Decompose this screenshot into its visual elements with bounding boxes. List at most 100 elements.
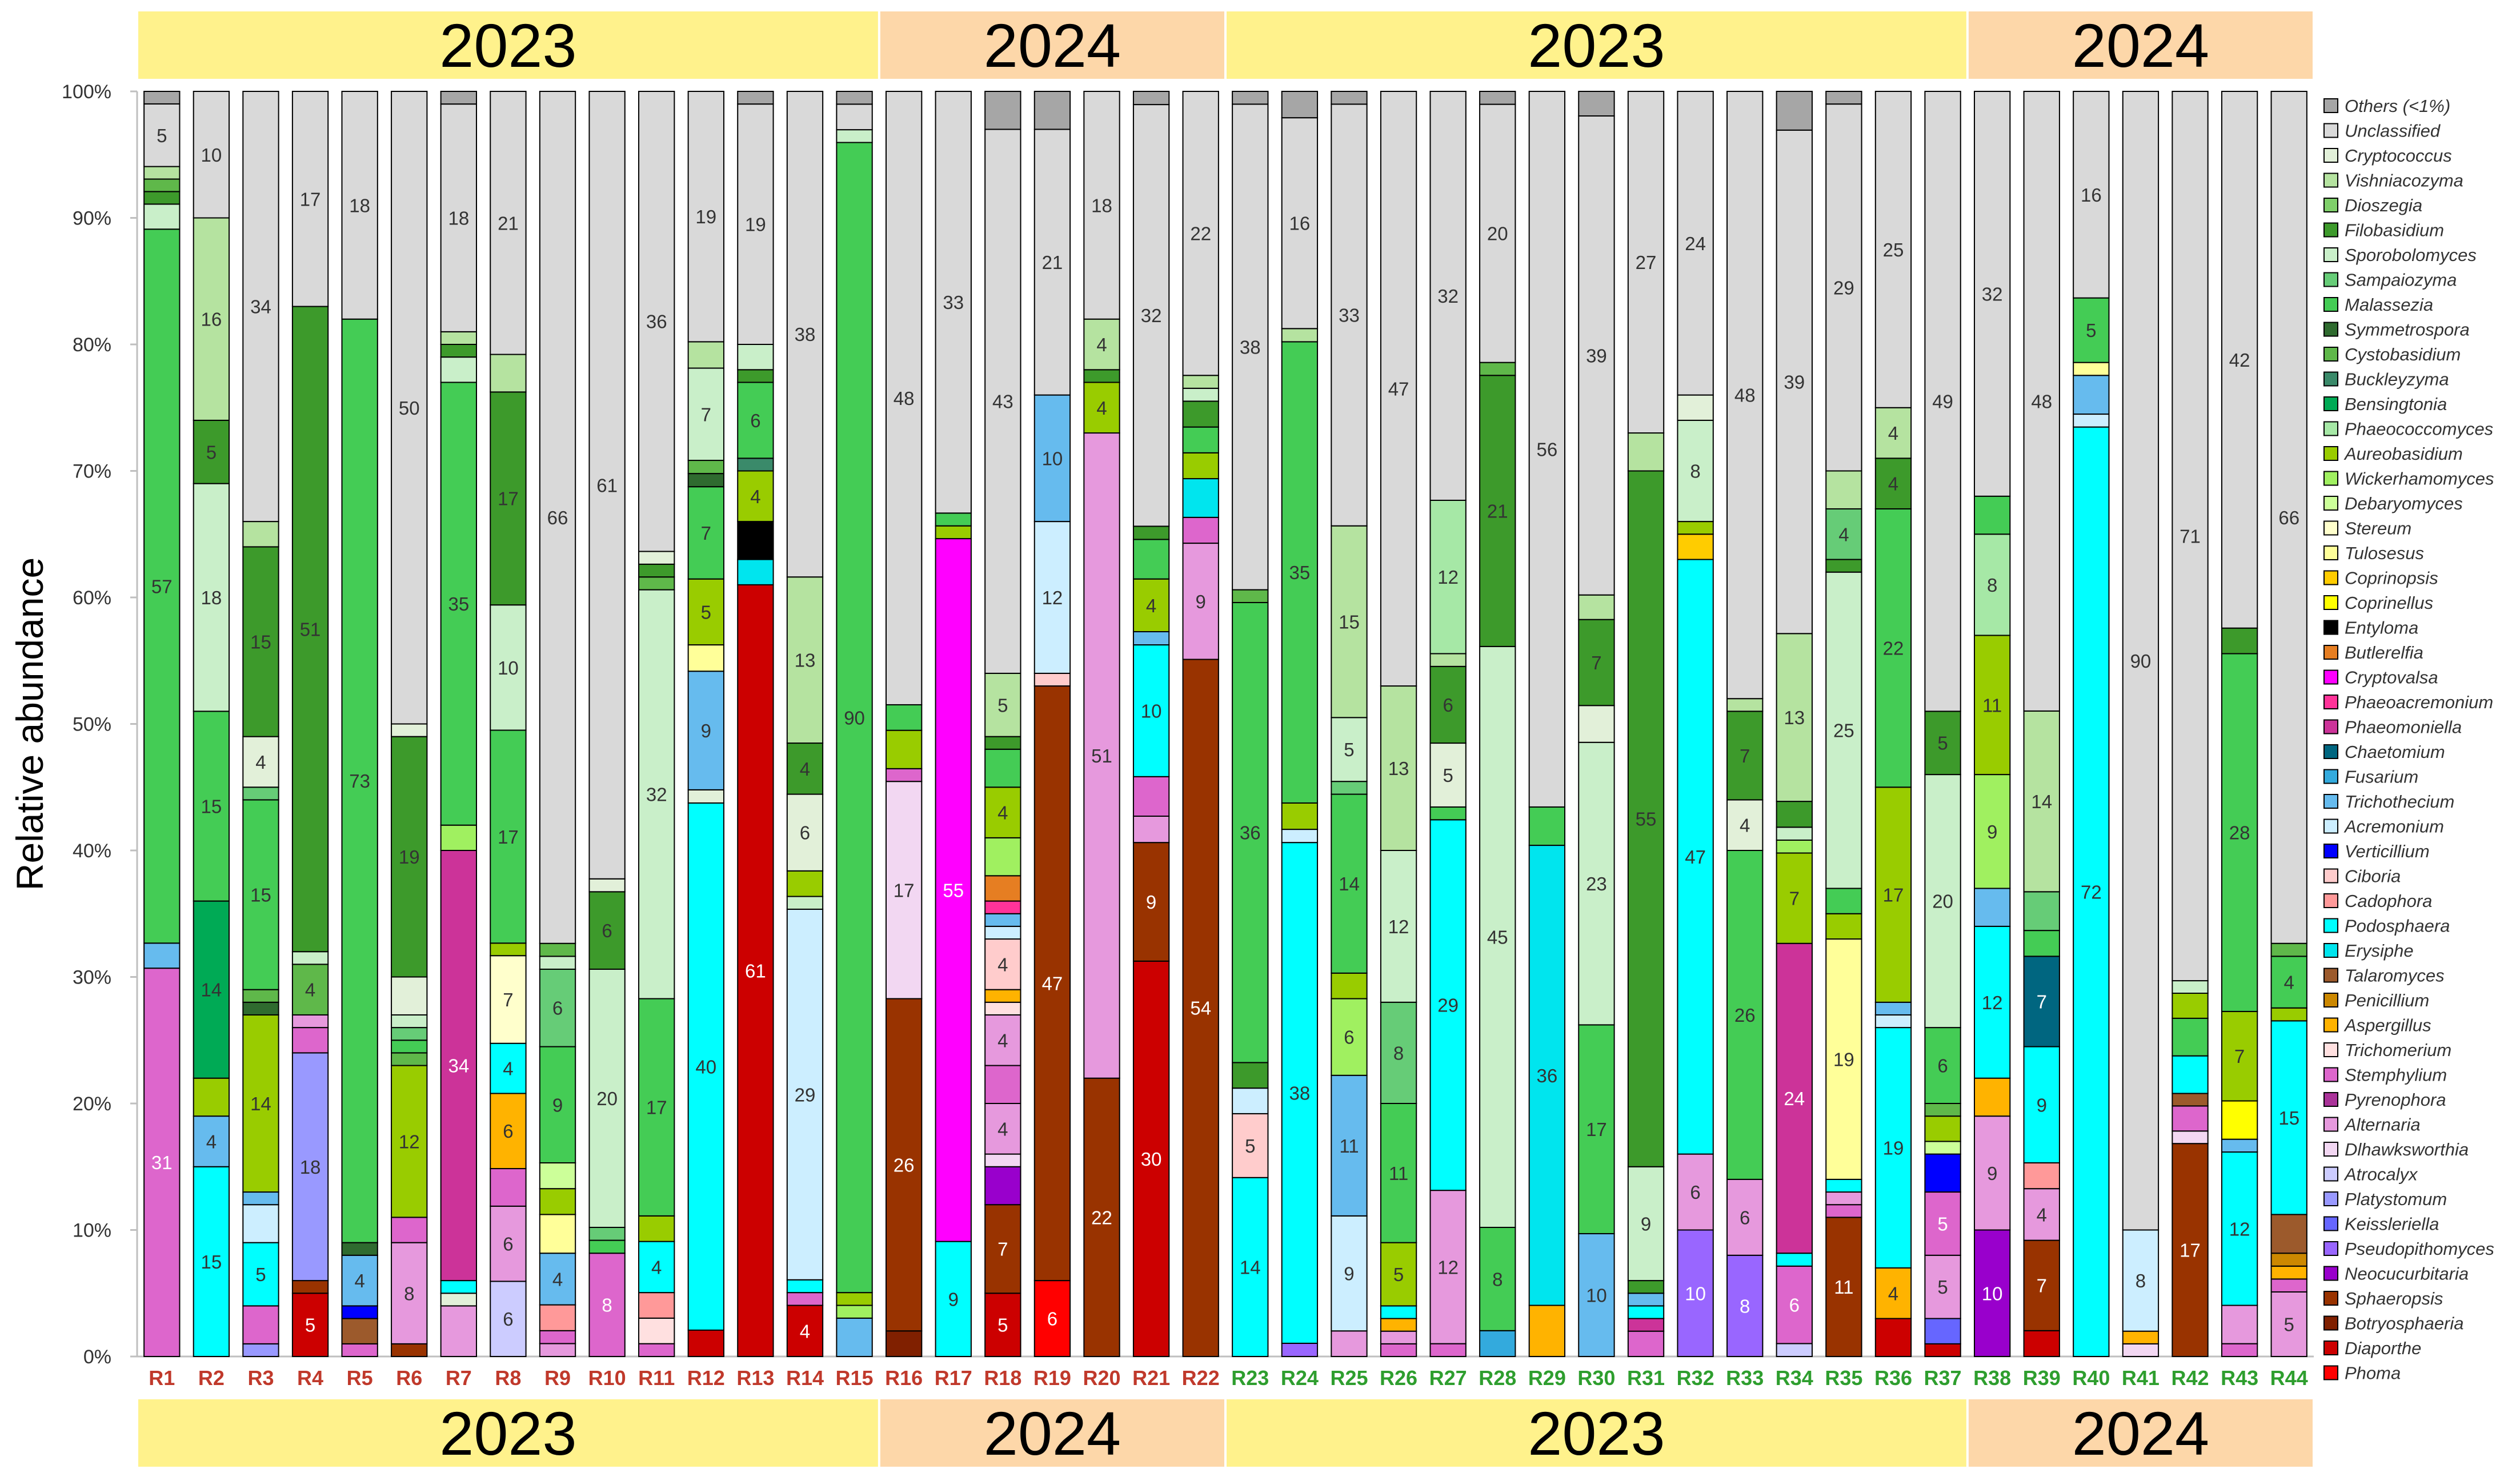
segment-trichothecium — [193, 1115, 230, 1167]
segment-stemphylium — [786, 1292, 824, 1306]
legend-swatch — [2323, 172, 2338, 188]
year-band-bottom-4 — [1968, 1399, 2313, 1467]
segment-label: 22 — [1190, 223, 1211, 244]
legend-swatch — [2323, 371, 2338, 387]
legend-entry: Erysiphe — [2345, 941, 2414, 961]
segment-stemphylium — [588, 1253, 626, 1357]
legend-swatch — [2323, 968, 2338, 983]
y-tick-label: 90% — [73, 208, 111, 230]
legend-entry: Alternaria — [2343, 1115, 2421, 1135]
legend-entry: Diaporthe — [2345, 1338, 2421, 1358]
segment-acremonium — [1281, 829, 1319, 844]
segment-unclassified — [242, 91, 279, 523]
segment-label: 4 — [2037, 1204, 2047, 1225]
x-tick-label: R17 — [935, 1366, 972, 1390]
x-tick-label: R6 — [396, 1366, 422, 1390]
segment-cryptococcus — [391, 723, 428, 737]
legend-entry: Cadophora — [2345, 891, 2432, 911]
bar-R13: 61 4 6 19 — [737, 91, 774, 1357]
legend-swatch — [2323, 719, 2338, 735]
x-tick-label: R19 — [1033, 1366, 1071, 1390]
segment-malassezia — [193, 711, 230, 902]
legend-entry: Dlhawksworthia — [2345, 1139, 2469, 1159]
bar-R33: 8 6 26 4 7 48 — [1726, 91, 1764, 1358]
segment-aspergillus — [490, 1093, 527, 1170]
segment-filobasidium — [1232, 1062, 1269, 1089]
segment-aureobasidium — [1924, 1115, 1961, 1142]
segment-cryptococcus — [1677, 394, 1714, 421]
segment-label: 22 — [1883, 638, 1904, 659]
segment-vishniacozyma — [687, 341, 724, 369]
bar-R37: 5 5 6 20 5 49 — [1924, 91, 1961, 1358]
segment-label: 6 — [503, 1121, 513, 1142]
segment-sporobolomyces — [440, 356, 478, 383]
legend-swatch — [2323, 322, 2338, 337]
x-tick-label: R9 — [544, 1366, 571, 1390]
segment-acremonium — [984, 925, 1021, 940]
segment-label: 38 — [1240, 336, 1261, 358]
segment-label: 4 — [800, 758, 810, 780]
segment-label: 42 — [2229, 350, 2250, 371]
segment-alternaria — [1429, 1190, 1467, 1344]
segment-sphaeropsis — [291, 1280, 329, 1294]
year-band-top-2 — [880, 11, 1224, 79]
legend-swatch — [2323, 1315, 2338, 1331]
segment-label: 24 — [1784, 1088, 1805, 1109]
segment-label: 54 — [1190, 998, 1211, 1019]
segment-sampaiozyma — [1380, 1001, 1417, 1105]
segment-erysiphe — [737, 559, 774, 585]
x-tick-label: R24 — [1281, 1366, 1319, 1390]
segment-malassezia — [1429, 806, 1467, 821]
segment-filobasidium — [1726, 711, 1764, 801]
segment-label: 17 — [300, 188, 321, 210]
segment-trichothecium — [242, 1191, 279, 1206]
legend-entry: Symmetrospora — [2345, 320, 2470, 340]
segment-cystobasidium — [539, 942, 576, 957]
segment-cystobasidium — [1479, 362, 1516, 376]
segment-label: 13 — [1784, 707, 1805, 728]
segment-aureobasidium — [242, 1014, 279, 1193]
segment-sampaiozyma — [1825, 508, 1862, 560]
segment-label: 48 — [2031, 391, 2052, 412]
segment-label: 7 — [2037, 1275, 2047, 1297]
segment-label: 4 — [255, 752, 266, 773]
segment-vishniacozyma — [984, 672, 1021, 737]
segment-sporobolomyces — [1479, 645, 1516, 1228]
segment-coprinellus — [2221, 1100, 2258, 1140]
legend-entry: Neocucurbitaria — [2345, 1264, 2469, 1284]
legend-entry: Stemphylium — [2345, 1065, 2447, 1085]
segment-unclassified — [1182, 91, 1219, 376]
segment-label: 21 — [1042, 252, 1063, 273]
segment-alternaria — [539, 1343, 576, 1357]
segment-podosphaera — [1973, 925, 2011, 1079]
legend-swatch — [2323, 818, 2338, 834]
legend-swatch — [2323, 471, 2338, 486]
segment-label: 9 — [1196, 591, 1206, 612]
x-tick-label: R5 — [347, 1366, 373, 1390]
segment-botryosphaeria — [885, 1330, 923, 1357]
segment-label: 9 — [552, 1094, 563, 1115]
legend-entry: Phaeoacremonium — [2345, 692, 2493, 712]
segment-symmetrospora — [687, 473, 724, 488]
segment-label: 4 — [305, 980, 315, 1001]
segment-filobasidium — [737, 369, 774, 383]
segment-label: 47 — [1042, 973, 1063, 994]
segment-vishniacozyma — [143, 166, 181, 180]
y-tick-label: 80% — [73, 334, 111, 356]
segment-malassezia — [1825, 888, 1862, 914]
segment-label: 72 — [2081, 881, 2102, 902]
segment-label: 38 — [795, 324, 816, 345]
segment-label: 20 — [1487, 223, 1508, 244]
segment-label: 5 — [997, 1315, 1008, 1336]
segment-sporobolomyces — [1677, 419, 1714, 523]
x-tick-label: R30 — [1577, 1366, 1615, 1390]
x-tick-label: R16 — [885, 1366, 923, 1390]
segment-label: 47 — [1388, 379, 1409, 400]
segment-stemphylium — [885, 768, 923, 782]
segment-aureobasidium — [1331, 972, 1368, 1000]
x-tick-label: R44 — [2270, 1366, 2308, 1390]
segment-unclassified — [2270, 91, 2307, 944]
segment-label: 5 — [1937, 733, 1948, 754]
segment-malassezia — [242, 799, 279, 990]
legend-entry: Stereum — [2345, 519, 2411, 539]
